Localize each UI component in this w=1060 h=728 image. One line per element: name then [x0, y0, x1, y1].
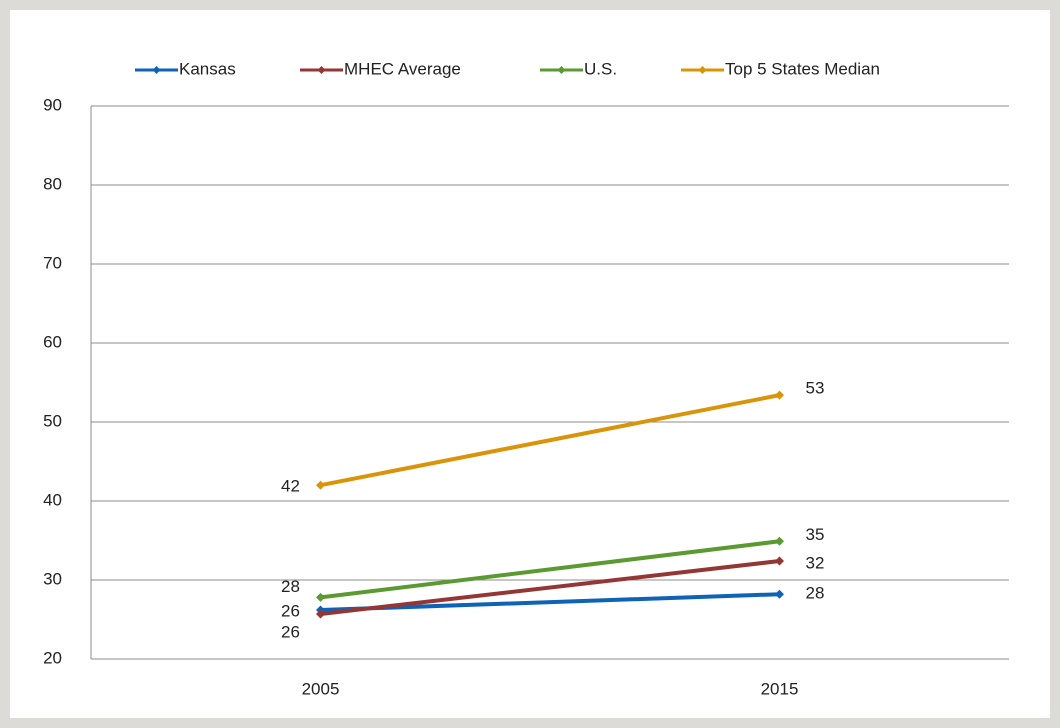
y-tick-label: 80 — [43, 174, 62, 193]
legend-marker — [152, 66, 161, 74]
series-line — [320, 393, 780, 488]
legend-label: MHEC Average — [344, 59, 461, 78]
series-line — [320, 559, 780, 616]
data-label: 42 — [281, 477, 300, 496]
legend-label: Kansas — [179, 59, 236, 78]
data-point — [316, 592, 325, 602]
y-tick-label: 60 — [43, 332, 62, 351]
data-label: 26 — [281, 602, 300, 621]
data-point — [775, 589, 784, 599]
y-tick-label: 40 — [43, 490, 62, 509]
legend-marker — [317, 66, 326, 74]
legend-marker — [698, 66, 707, 74]
y-tick-label: 50 — [43, 411, 62, 430]
y-tick-label: 20 — [43, 648, 62, 667]
data-label: 32 — [806, 554, 825, 573]
legend-label: U.S. — [584, 59, 617, 78]
data-label: 26 — [281, 622, 300, 641]
data-label: 53 — [806, 379, 825, 398]
y-tick-label: 70 — [43, 253, 62, 272]
y-tick-label: 30 — [43, 569, 62, 588]
data-point — [316, 609, 325, 619]
data-label: 28 — [281, 577, 300, 596]
data-point — [775, 556, 784, 566]
x-tick-label: 2015 — [761, 679, 799, 698]
y-tick-label: 90 — [43, 95, 62, 114]
series-line — [320, 592, 780, 613]
data-label: 35 — [806, 525, 825, 544]
data-point — [775, 536, 784, 546]
legend-label: Top 5 States Median — [725, 59, 880, 78]
data-label: 28 — [806, 584, 825, 603]
x-tick-label: 2005 — [302, 679, 340, 698]
data-point — [316, 480, 325, 490]
data-point — [775, 390, 784, 400]
chart-panel — [10, 10, 1050, 718]
series-line — [320, 539, 780, 600]
legend-marker — [557, 66, 566, 74]
